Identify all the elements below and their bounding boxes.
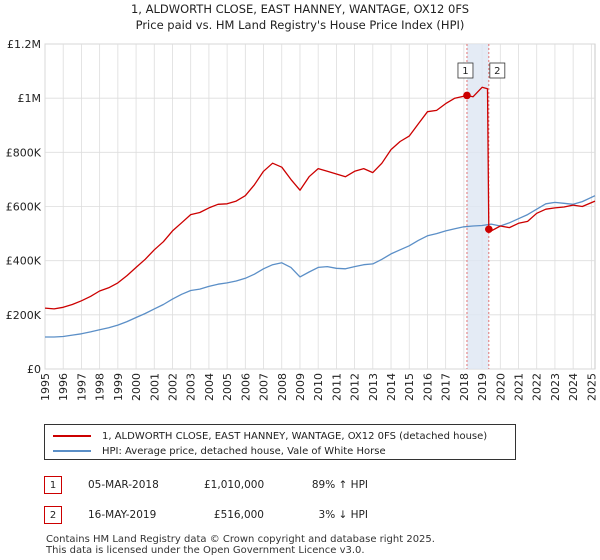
- x-tick-label: 2023: [549, 373, 562, 401]
- property-price-line: [44, 86, 596, 310]
- legend-swatch-hpi: [53, 450, 91, 452]
- y-axis: £0 £200K £400K £600K £800K £1M £1.2M: [6, 38, 42, 376]
- transaction-label-box: [489, 62, 506, 79]
- x-tick-label: 2021: [513, 373, 526, 401]
- x-tick-label: 2008: [276, 373, 289, 401]
- footer-copyright: Contains HM Land Registry data © Crown c…: [46, 534, 435, 545]
- x-tick-label: 1998: [94, 373, 107, 401]
- legend-label-hpi: HPI: Average price, detached house, Vale…: [102, 445, 386, 457]
- transaction-label: 2: [494, 66, 500, 77]
- x-tick-label: 2006: [239, 373, 252, 401]
- series-layer: [44, 86, 596, 338]
- transaction-label-box: [457, 62, 474, 79]
- x-tick-label: 2014: [385, 373, 398, 401]
- legend-swatch-property: [53, 435, 91, 437]
- chart-subtitle: Price paid vs. HM Land Registry's House …: [136, 18, 465, 32]
- x-tick-label: 2002: [166, 373, 179, 401]
- x-tick-label: 2005: [221, 373, 234, 401]
- legend-label-property: 1, ALDWORTH CLOSE, EAST HANNEY, WANTAGE,…: [102, 430, 488, 442]
- y-tick-label: £0: [27, 363, 41, 376]
- transaction-price: £516,000: [213, 509, 264, 521]
- x-tick-label: 2015: [403, 373, 416, 401]
- x-tick-label: 2020: [494, 373, 507, 401]
- x-tick-label: 1996: [57, 373, 70, 401]
- legend-item-hpi: HPI: Average price, detached house, Vale…: [53, 444, 386, 458]
- x-tick-label: 2012: [349, 373, 362, 401]
- x-tick-label: 2019: [476, 373, 489, 401]
- footer: Contains HM Land Registry data © Crown c…: [46, 534, 435, 556]
- transaction-date: 05-MAR-2018: [88, 479, 159, 491]
- transaction-date: 16-MAY-2019: [88, 509, 157, 521]
- transaction-hpi-diff: 89% ↑ HPI: [311, 479, 368, 491]
- x-tick-label: 2022: [531, 373, 544, 401]
- transaction-badge: 2: [44, 506, 62, 524]
- x-tick-label: 2010: [312, 373, 325, 401]
- y-tick-label: £1M: [18, 92, 42, 105]
- x-tick-label: 2024: [567, 373, 580, 401]
- transaction-hpi-diff: 3% ↓ HPI: [318, 509, 368, 521]
- x-axis: 1995 1996 1997 1998 1999 2000 2001 2002 2003 2004…: [39, 373, 598, 401]
- transaction-point: [485, 225, 493, 234]
- x-tick-label: 2007: [258, 373, 271, 401]
- legend: 1, ALDWORTH CLOSE, EAST HANNEY, WANTAGE,…: [44, 424, 516, 460]
- y-tick-label: £1.2M: [7, 38, 41, 51]
- x-tick-label: 2001: [148, 373, 161, 401]
- x-tick-label: 1995: [39, 373, 52, 401]
- x-tick-label: 2004: [203, 373, 216, 401]
- legend-item-property: 1, ALDWORTH CLOSE, EAST HANNEY, WANTAGE,…: [53, 429, 487, 443]
- x-tick-label: 2025: [585, 373, 598, 401]
- x-tick-label: 2011: [330, 373, 343, 401]
- y-tick-label: £400K: [6, 255, 42, 268]
- y-tick-label: £200K: [6, 309, 42, 322]
- x-tick-label: 2017: [440, 373, 453, 401]
- footer-licence: This data is licensed under the Open Gov…: [46, 545, 365, 556]
- transaction-badge: 1: [44, 476, 62, 494]
- x-tick-label: 1997: [75, 373, 88, 401]
- x-tick-label: 2003: [185, 373, 198, 401]
- transaction-point: [463, 91, 471, 100]
- x-tick-label: 2000: [130, 373, 143, 401]
- transaction-label: 1: [462, 66, 468, 77]
- x-tick-label: 2016: [421, 373, 434, 401]
- x-tick-label: 2018: [458, 373, 471, 401]
- y-tick-label: £600K: [6, 201, 42, 214]
- price-chart: 1, ALDWORTH CLOSE, EAST HANNEY, WANTAGE,…: [6, 2, 599, 401]
- shade-layer: [466, 44, 490, 369]
- highlight-band: [466, 44, 489, 369]
- chart-title: 1, ALDWORTH CLOSE, EAST HANNEY, WANTAGE,…: [131, 2, 469, 16]
- grid-layer: [44, 43, 595, 370]
- x-tick-label: 2013: [367, 373, 380, 401]
- x-tick-label: 1999: [112, 373, 125, 401]
- y-tick-label: £800K: [6, 146, 42, 159]
- x-tick-label: 2009: [294, 373, 307, 401]
- transaction-price: £1,010,000: [204, 479, 265, 491]
